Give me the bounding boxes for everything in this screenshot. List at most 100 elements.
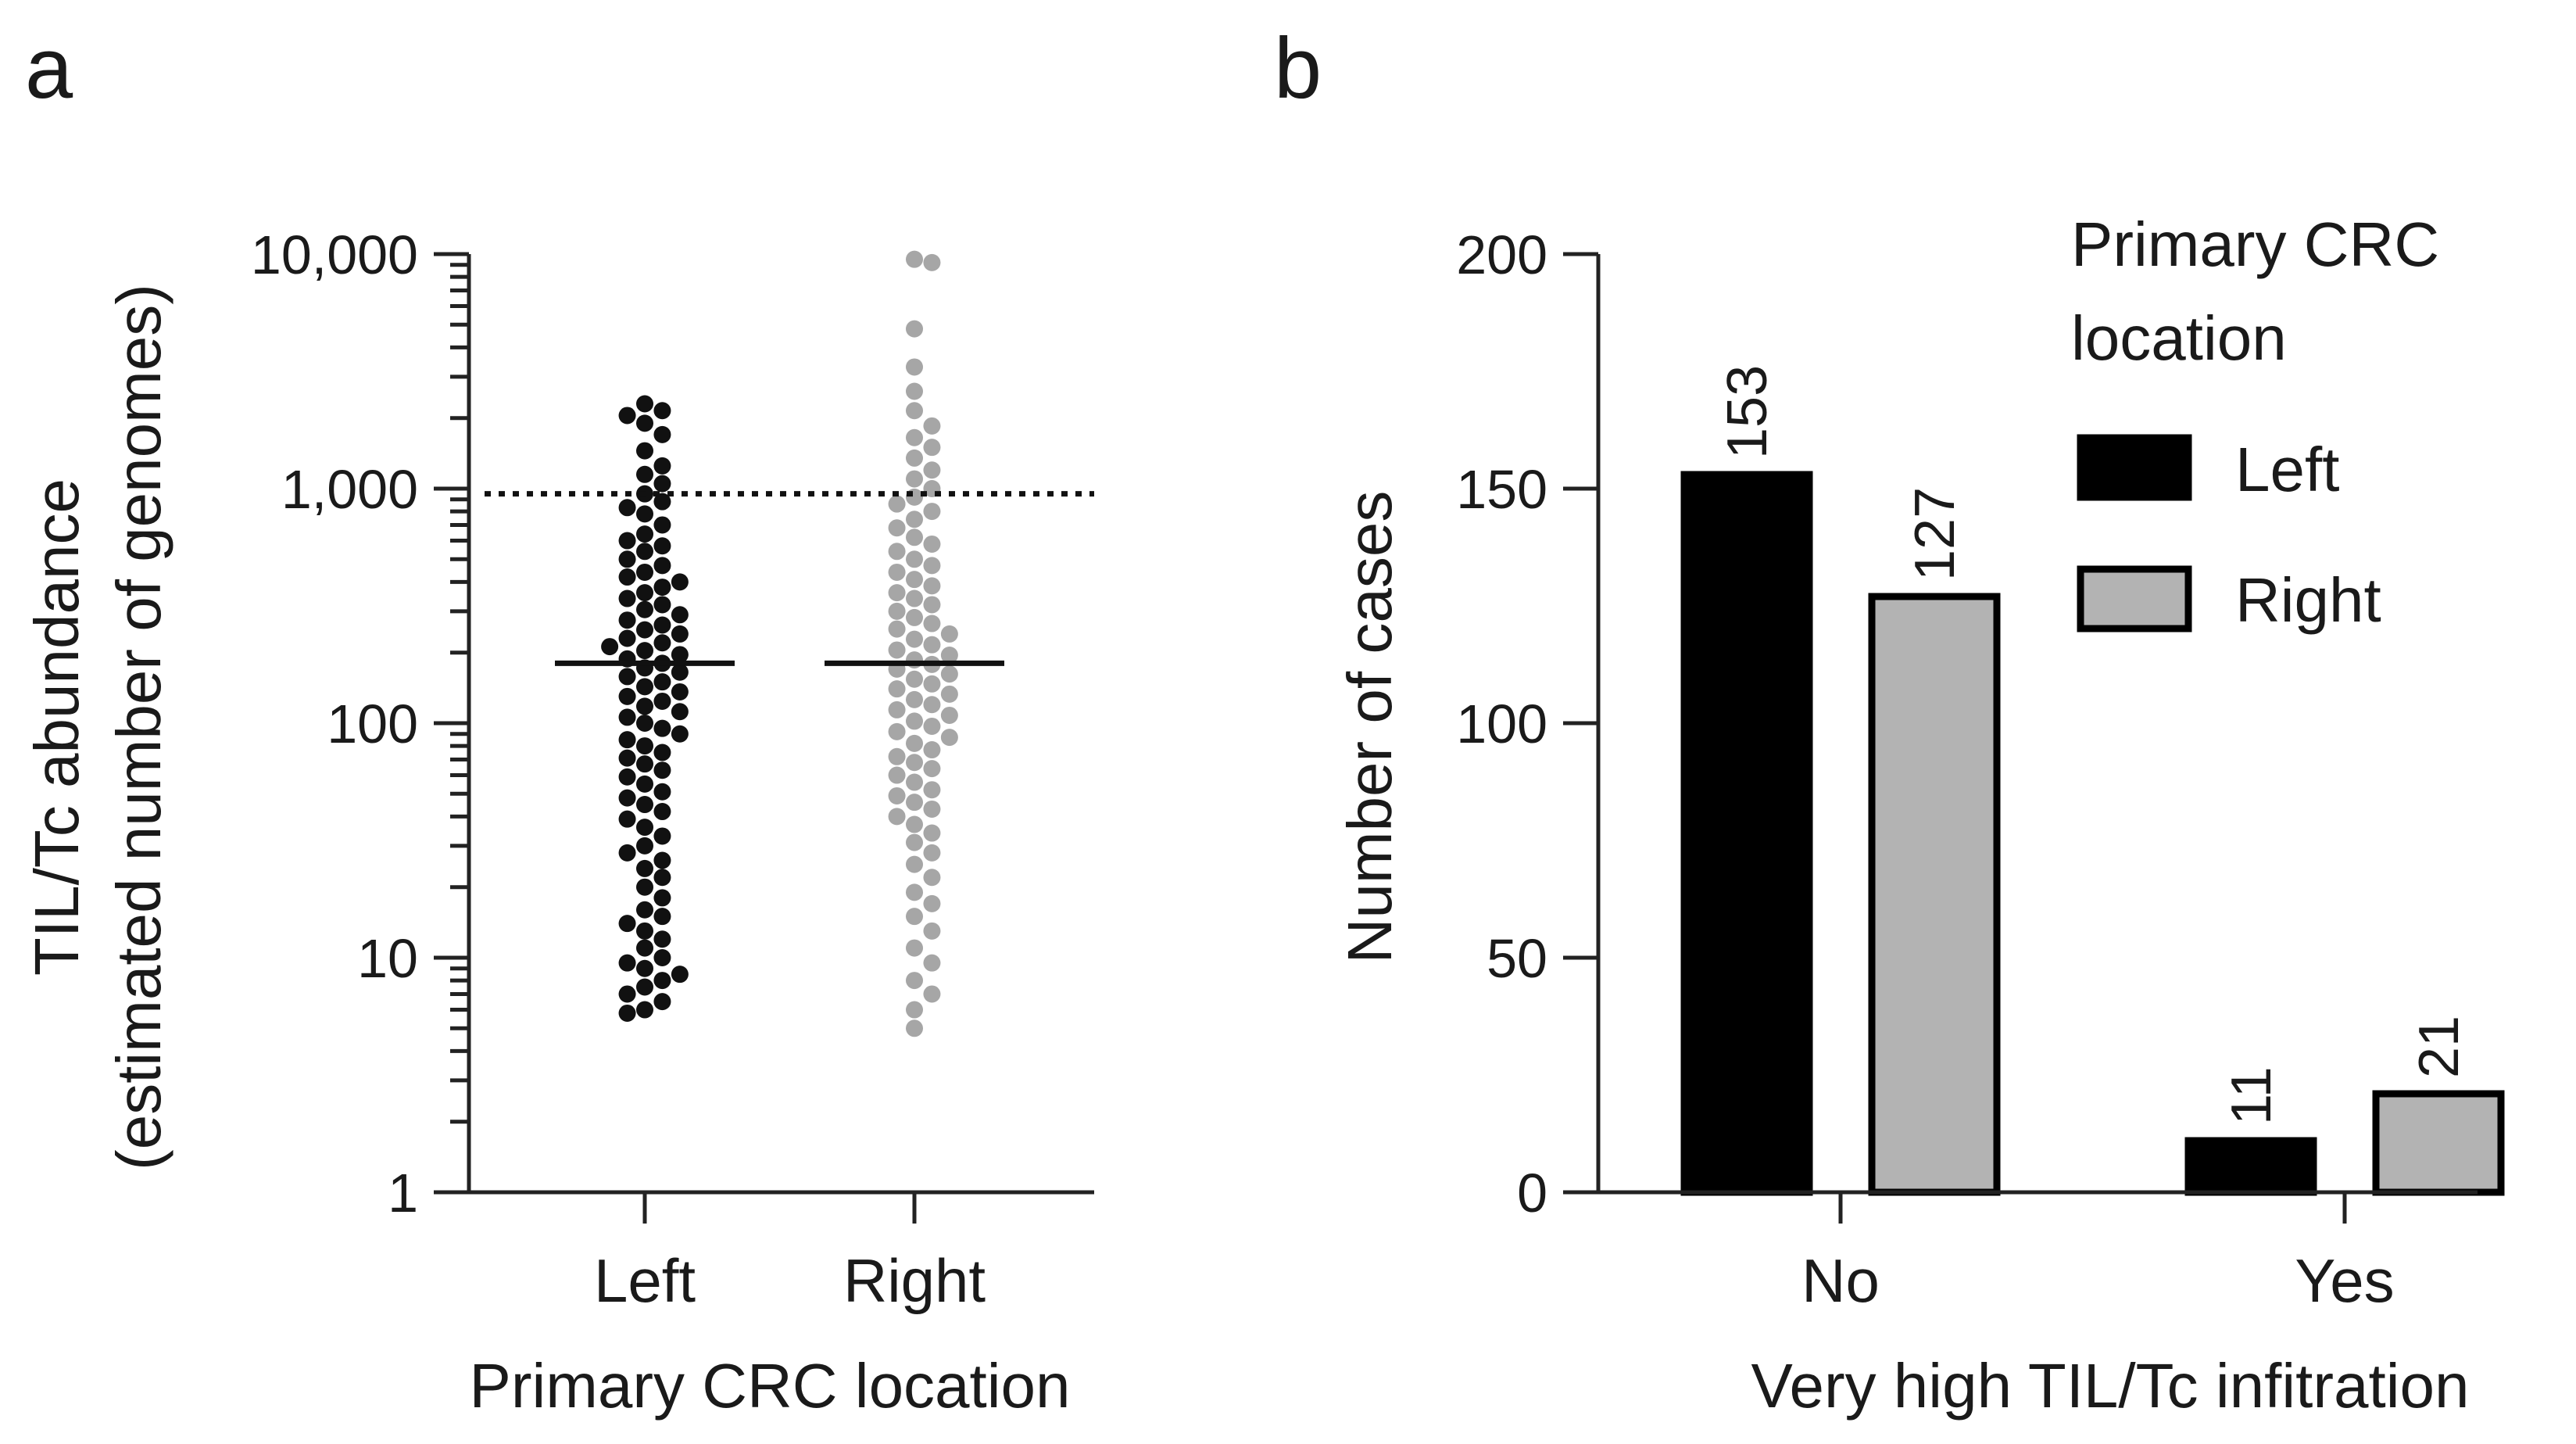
panel-a-point-left [636,796,653,814]
panel-a-point-right [888,766,906,784]
panel-a-point-right [888,584,906,602]
panel-b-bars: 153 127 11 21 [1680,365,2505,1196]
legend-title-line2: location [2071,303,2287,373]
panel-a-point-left [653,493,671,511]
panel-a-point-right [906,972,923,990]
panel-a-point-right [923,577,941,595]
panel-a-point-right [906,908,923,926]
panel-a-point-right [888,680,906,698]
panel-a-point-left [636,563,653,581]
panel-a-point-left [618,954,636,972]
panel-a-point-left [636,505,653,523]
panel-a-point-left [653,803,671,821]
legend-swatch-left [2077,434,2192,501]
panel-a-point-right [923,760,941,778]
panel-a-point-right [940,625,958,643]
panel-a-point-left [636,543,653,561]
panel-b-y-tick-label: 0 [1517,1163,1547,1224]
panel-a-point-left [618,532,636,550]
panel-a-point-left [653,851,671,869]
panel-a-point-left [636,737,653,755]
panel-a-point-right [888,495,906,513]
panel-b-y-tick-label: 150 [1456,459,1547,520]
panel-a-point-left [653,889,671,907]
panel-a-point-left [653,972,671,990]
panel-a-point-left [636,978,653,996]
panel-a-point-right [888,786,906,804]
panel-a-y-tick-label: 1,000 [281,459,418,520]
panel-a-point-right [923,636,941,654]
panel-a-point-right [923,675,941,693]
panel-b-bar-value-label: 153 [1716,365,1779,459]
panel-a-point-right [923,503,941,521]
panel-a-point-left [636,878,653,896]
panel-a-point-right [923,869,941,887]
panel-a-point-right [906,815,923,833]
panel-a-point-left [618,731,636,749]
panel-a-point-left [653,719,671,737]
panel-a-point-right [923,717,941,735]
panel-a-point-right [906,734,923,752]
panel-a-y-title-line2: (estimated number of genomes) [104,284,174,1170]
panel-a-point-left [653,692,671,710]
panel-a-point-left [653,783,671,801]
panel-a-point-right [923,824,941,842]
panel-a-point-left [671,573,689,591]
panel-a-point-right [940,729,958,747]
legend-swatch-right [2077,565,2192,632]
panel-a-point-right [940,646,958,664]
panel-a-point-right [923,417,941,435]
panel-a-point-right [888,543,906,561]
panel-a-point-left [653,869,671,887]
panel-b-y-tick-label: 100 [1456,693,1547,754]
panel-a-point-right [906,773,923,791]
panel-a-point-right [923,615,941,632]
panel-a-point-right [923,922,941,940]
panel-a-point-right [940,706,958,724]
panel-a-point-left [636,819,653,837]
panel-a-y-tick-label: 10 [357,928,418,989]
panel-a-point-left [636,395,653,413]
panel-b-bar-value-label: 127 [1904,487,1966,581]
panel-a-point-left [618,668,636,686]
panel-a-point-left [618,789,636,807]
panel-a-point-right [940,685,958,703]
panel-a-y-title-line1: TIL/Tc abundance [22,478,91,976]
panel-a-point-left [636,859,653,877]
panel-a-point-left [653,930,671,948]
panel-a-point-left [671,725,689,743]
panel-a-point-right [906,571,923,589]
panel-b-axes: 0 50 100 150 200 No Yes [1456,224,2478,1315]
panel-a-point-left [636,442,653,460]
panel-a-y-tick-label: 1 [388,1163,418,1224]
panel-a-point-right [923,253,941,271]
panel-a-point-right [906,883,923,901]
panel-a-point-right [906,320,923,338]
panel-a-point-right [906,794,923,812]
panel-a-point-left [618,1004,636,1022]
panel-a-point-right [906,589,923,607]
panel-a-point-right [906,1019,923,1037]
panel-b-x-title: Very high TIL/Tc infitration [1751,1351,2470,1421]
panel-a-point-left [653,993,671,1011]
panel-a-point-right [888,722,906,740]
panel-b-y-title: Number of cases [1335,491,1404,964]
panel-a-point-left [618,708,636,726]
panel-a-point-left [653,516,671,534]
panel-a-point-right [923,844,941,862]
panel-a-point-right [906,358,923,376]
panel-a-point-left [653,475,671,493]
panel-a-point-right [888,602,906,620]
panel-a-point-left [671,966,689,984]
panel-a-point-left [636,775,653,793]
panel-a-point-left [618,985,636,1003]
panel-a-point-right [906,470,923,488]
panel-a-point-left [618,629,636,647]
panel-a-point-left [636,465,653,483]
panel-a-point-left [636,1001,653,1019]
panel-a-point-left [636,959,653,977]
panel-b-bar-value-label: 21 [2408,1016,2470,1078]
panel-a-point-right [906,250,923,268]
panel-a-point-right [906,529,923,546]
panel-a-point-right [923,461,941,479]
